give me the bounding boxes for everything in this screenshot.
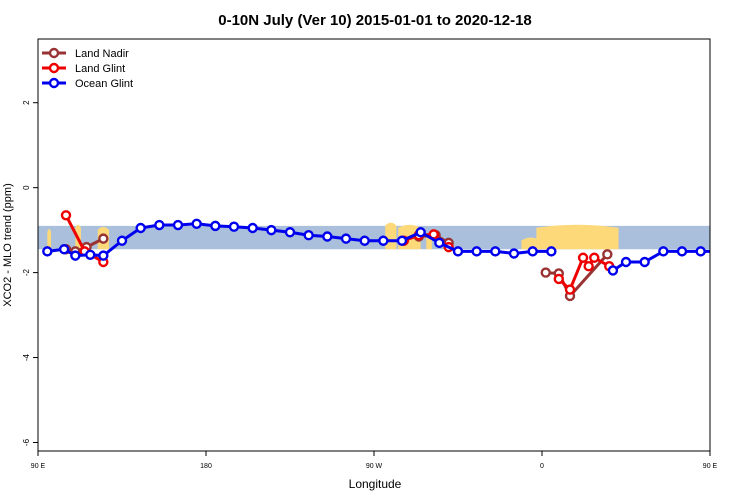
legend-item: Land Glint bbox=[42, 62, 125, 75]
x-tick-label: 90 E bbox=[31, 463, 46, 470]
y-tick-label: -4 bbox=[22, 353, 31, 361]
x-axis-label: Longitude bbox=[349, 477, 402, 491]
x-tick-label: 90 E bbox=[703, 463, 718, 470]
data-point bbox=[284, 227, 296, 238]
data-point bbox=[396, 235, 408, 246]
data-point bbox=[415, 227, 426, 238]
data-point bbox=[135, 222, 146, 234]
data-point bbox=[70, 250, 81, 261]
data-point bbox=[620, 256, 632, 268]
y-tick-label: -6 bbox=[22, 438, 31, 446]
data-point bbox=[340, 233, 352, 244]
data-point bbox=[378, 235, 389, 246]
land-patch bbox=[598, 231, 610, 250]
x-tick-label: 180 bbox=[200, 463, 212, 470]
series-ocean-glint bbox=[42, 218, 742, 276]
data-point bbox=[715, 247, 723, 255]
data-point bbox=[191, 218, 202, 229]
x-tick-label: 90 W bbox=[366, 463, 383, 470]
legend-label: Ocean Glint bbox=[75, 78, 133, 90]
data-point bbox=[734, 211, 742, 219]
data-point bbox=[228, 221, 240, 232]
data-point bbox=[434, 237, 445, 249]
series-lines bbox=[42, 210, 750, 302]
data-point bbox=[359, 235, 370, 246]
data-point bbox=[58, 244, 70, 255]
data-point bbox=[42, 246, 53, 257]
data-point bbox=[60, 210, 72, 221]
x-axis: 90 E 180 90 W 0 90 E bbox=[31, 451, 718, 470]
data-point bbox=[546, 246, 557, 257]
data-point bbox=[540, 267, 551, 278]
y-tick-label: 0 bbox=[22, 185, 31, 190]
series-line bbox=[738, 215, 750, 262]
legend-item: Land Nadir bbox=[42, 47, 129, 60]
x-tick-label: 0 bbox=[540, 463, 544, 470]
data-point bbox=[303, 230, 314, 241]
series-line bbox=[738, 239, 750, 252]
data-point bbox=[508, 248, 520, 259]
data-point bbox=[639, 256, 650, 268]
y-tick-label: 2 bbox=[22, 100, 31, 105]
data-point bbox=[607, 265, 619, 276]
data-point bbox=[98, 250, 109, 261]
data-point bbox=[527, 246, 538, 257]
data-point bbox=[322, 231, 333, 242]
data-point bbox=[116, 235, 128, 246]
data-point bbox=[564, 284, 576, 295]
land-patch bbox=[521, 237, 541, 250]
data-point bbox=[676, 246, 688, 257]
legend-label: Land Glint bbox=[75, 63, 125, 75]
legend-marker bbox=[48, 62, 60, 74]
land-patch bbox=[385, 222, 397, 250]
data-point bbox=[98, 233, 109, 244]
data-point bbox=[154, 219, 165, 231]
plot-area bbox=[38, 210, 750, 302]
data-point bbox=[471, 246, 482, 257]
y-axis-label: XCO2 - MLO trend (ppm) bbox=[2, 183, 14, 306]
chart-title: 0-10N July (Ver 10) 2015-01-01 to 2020-1… bbox=[218, 12, 532, 29]
data-point bbox=[85, 249, 96, 260]
data-point bbox=[553, 273, 564, 285]
data-point bbox=[589, 252, 600, 263]
legend-label: Land Nadir bbox=[75, 48, 129, 60]
data-point bbox=[490, 246, 501, 257]
data-point bbox=[247, 222, 258, 234]
land-patch bbox=[47, 229, 52, 250]
data-point bbox=[452, 246, 464, 257]
data-point bbox=[583, 261, 594, 272]
data-point bbox=[172, 219, 184, 231]
data-point bbox=[743, 247, 750, 255]
data-point bbox=[734, 245, 742, 253]
data-point bbox=[210, 220, 221, 232]
data-point bbox=[602, 249, 613, 260]
legend-marker bbox=[48, 77, 60, 89]
y-tick-label: -2 bbox=[22, 269, 31, 277]
data-point bbox=[266, 224, 277, 236]
y-axis: -6 -4 -2 0 2 bbox=[22, 100, 38, 446]
series-line bbox=[612, 249, 710, 272]
legend-marker bbox=[48, 47, 60, 59]
legend: Land Nadir Land Glint Ocean Glint bbox=[42, 47, 133, 90]
legend-item: Ocean Glint bbox=[42, 77, 133, 90]
data-point bbox=[734, 243, 742, 251]
data-point bbox=[695, 246, 706, 257]
data-point bbox=[577, 252, 589, 263]
data-point bbox=[658, 246, 669, 257]
